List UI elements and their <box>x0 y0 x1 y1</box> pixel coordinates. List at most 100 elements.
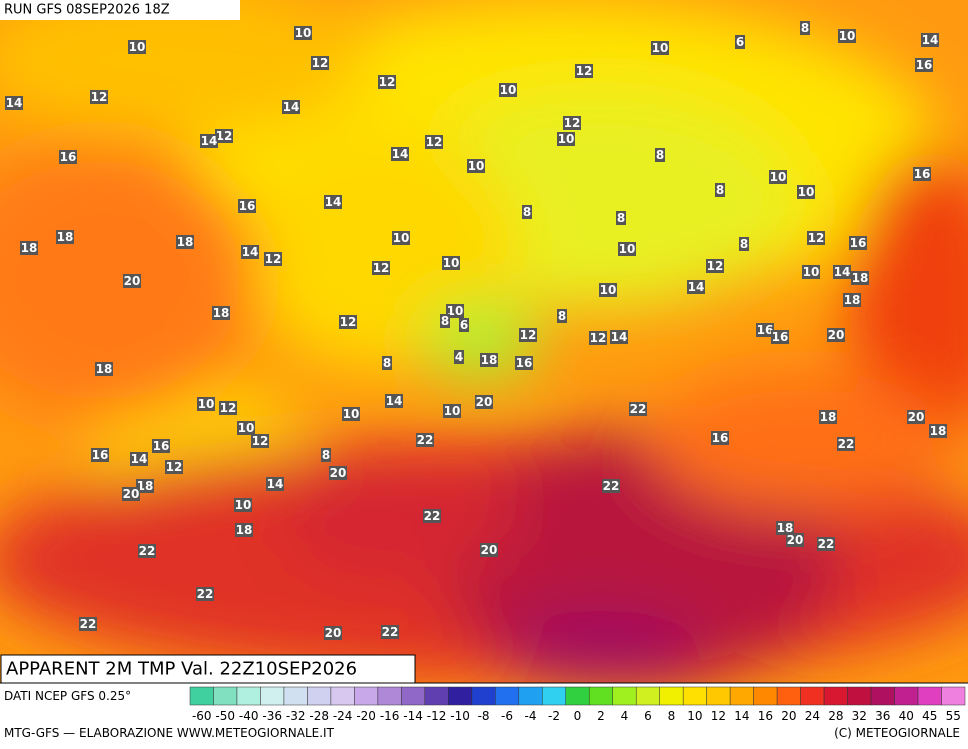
scale-label: 20 <box>781 709 796 723</box>
scale-label: -28 <box>309 709 329 723</box>
temp-label: 12 <box>220 401 237 415</box>
source: DATI NCEP GFS 0.25° <box>4 689 131 703</box>
label-bg <box>90 90 108 104</box>
label-bg <box>339 315 357 329</box>
scale-swatch <box>283 686 308 706</box>
temp-label: 10 <box>129 40 146 54</box>
temp-label: 8 <box>801 21 809 35</box>
label-bg <box>130 452 148 466</box>
scale-swatch <box>682 686 707 706</box>
temp-label: 10 <box>238 421 255 435</box>
label-bg <box>440 314 450 328</box>
label-bg <box>618 242 636 256</box>
scale-swatch <box>354 686 379 706</box>
scale-swatch <box>471 686 496 706</box>
scale-swatch <box>941 686 966 706</box>
label-bg <box>128 40 146 54</box>
label-bg <box>475 395 493 409</box>
scale-swatch <box>659 686 684 706</box>
map-field <box>0 0 968 683</box>
scale-swatch <box>565 686 590 706</box>
scale-swatch <box>260 686 285 706</box>
temp-label: 16 <box>757 323 774 337</box>
temp-label: 12 <box>590 331 607 345</box>
temp-label: 10 <box>652 41 669 55</box>
label-bg <box>711 431 729 445</box>
temp-label: 14 <box>611 330 628 344</box>
temp-label: 14 <box>688 280 705 294</box>
scale-swatch <box>495 686 520 706</box>
scale-swatch <box>635 686 660 706</box>
temp-label: 10 <box>619 242 636 256</box>
label-bg <box>443 404 461 418</box>
label-bg <box>294 26 312 40</box>
temp-label: 22 <box>417 433 434 447</box>
temp-label: 14 <box>834 265 851 279</box>
temp-label: 12 <box>576 64 593 78</box>
temp-label: 10 <box>235 498 252 512</box>
label-bg <box>5 96 23 110</box>
scale-swatch <box>612 686 637 706</box>
temp-label: 18 <box>57 230 74 244</box>
temp-label: 12 <box>373 261 390 275</box>
temp-label: 10 <box>558 132 575 146</box>
scale-label: 12 <box>711 709 726 723</box>
label-bg <box>382 356 392 370</box>
label-bg <box>557 132 575 146</box>
scale-label: -14 <box>403 709 423 723</box>
label-bg <box>56 230 74 244</box>
scale-label: 40 <box>899 709 914 723</box>
label-bg <box>282 100 300 114</box>
scale-label: 16 <box>758 709 773 723</box>
scale-swatch <box>448 686 473 706</box>
label-bg <box>480 543 498 557</box>
temp-label: 22 <box>838 437 855 451</box>
scale-label: -20 <box>356 709 376 723</box>
temp-label: 12 <box>564 116 581 130</box>
temp-label: 12 <box>426 135 443 149</box>
label-bg <box>655 148 665 162</box>
label-bg <box>342 407 360 421</box>
scale-label: 10 <box>687 709 702 723</box>
temp-label: 14 <box>267 477 284 491</box>
temp-label: 12 <box>265 252 282 266</box>
label-bg <box>200 134 218 148</box>
temp-label: 16 <box>516 356 533 370</box>
temp-label: 10 <box>600 283 617 297</box>
label-bg <box>212 306 230 320</box>
label-bg <box>416 433 434 447</box>
label-bg <box>467 159 485 173</box>
label-bg <box>219 401 237 415</box>
temp-label: 12 <box>312 56 329 70</box>
temp-label: 20 <box>908 410 925 424</box>
label-bg <box>324 626 342 640</box>
label-bg <box>819 410 837 424</box>
temp-label: 22 <box>139 544 156 558</box>
label-bg <box>215 129 233 143</box>
temp-label: 18 <box>236 523 253 537</box>
label-bg <box>381 625 399 639</box>
scale-swatch <box>401 686 426 706</box>
temp-label: 12 <box>520 328 537 342</box>
temp-label: 10 <box>803 265 820 279</box>
temp-label: 18 <box>820 410 837 424</box>
label-bg <box>152 439 170 453</box>
temp-label: 14 <box>201 134 218 148</box>
label-bg <box>196 587 214 601</box>
scale-label: 24 <box>805 709 820 723</box>
scale-swatch <box>588 686 613 706</box>
temp-label: 18 <box>137 479 154 493</box>
temp-label: 14 <box>6 96 23 110</box>
label-bg <box>802 265 820 279</box>
temp-label: 16 <box>916 58 933 72</box>
title-box <box>0 654 416 684</box>
scale-swatch <box>729 686 754 706</box>
scale-label: 4 <box>621 709 629 723</box>
temp-label: 8 <box>617 211 625 225</box>
label-bg <box>59 150 77 164</box>
temp-label: 22 <box>818 537 835 551</box>
scale-swatch <box>307 686 332 706</box>
label-bg <box>480 353 498 367</box>
label-bg <box>929 424 947 438</box>
